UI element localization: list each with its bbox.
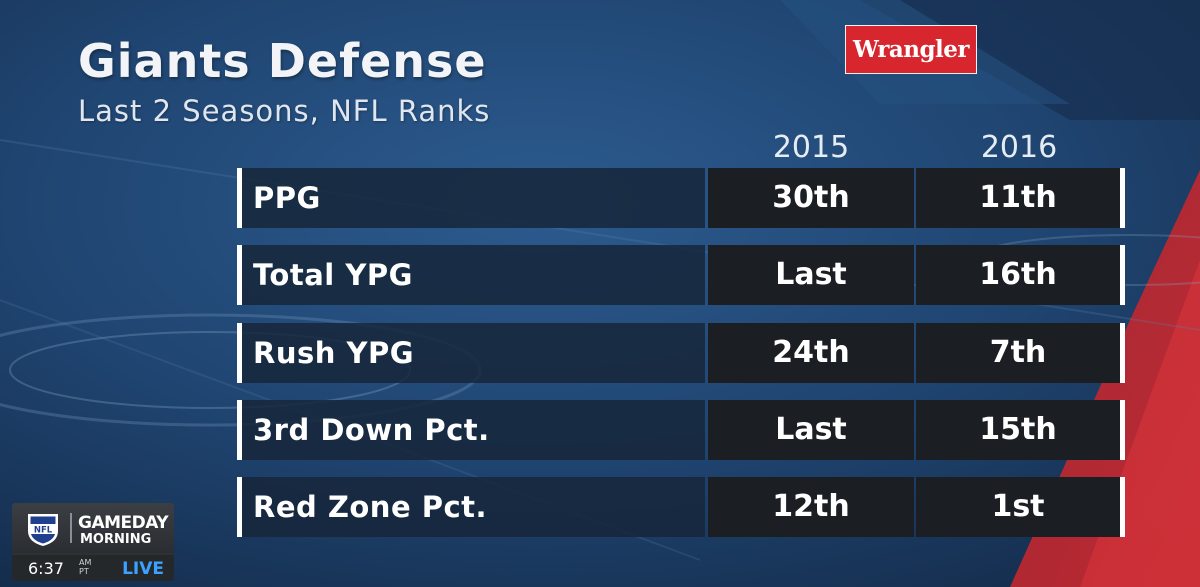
rank-2015: 24th: [708, 323, 914, 383]
network-bug: NFL GAMEDAY MORNING 6:37 AM PT LIVE: [12, 503, 174, 581]
stat-row-red-zone-pct: Red Zone Pct. 12th 1st: [237, 477, 1125, 537]
bug-footer: 6:37 AM PT LIVE: [12, 555, 174, 581]
stat-label: Rush YPG: [237, 323, 705, 383]
rank-2015: Last: [708, 400, 914, 460]
rank-2016: 15th: [916, 400, 1125, 460]
nfl-shield-icon: NFL: [28, 514, 58, 546]
stat-label: Total YPG: [237, 245, 705, 305]
rank-2015: Last: [708, 245, 914, 305]
bug-header: NFL GAMEDAY MORNING: [12, 503, 174, 553]
show-title-line2: MORNING: [80, 532, 152, 547]
graphic-title: Giants Defense: [78, 34, 487, 88]
column-header-2016: 2016: [980, 130, 1058, 165]
graphic-subtitle: Last 2 Seasons, NFL Ranks: [78, 94, 491, 128]
column-header-2015: 2015: [772, 130, 850, 165]
rank-2016: 1st: [916, 477, 1125, 537]
stat-row-3rd-down-pct: 3rd Down Pct. Last 15th: [237, 400, 1125, 460]
clock-meridiem: AM PT: [79, 558, 91, 576]
stat-label: PPG: [237, 168, 705, 228]
show-title-line1: GAMEDAY: [78, 513, 169, 533]
clock-am: AM: [79, 558, 92, 567]
rank-2016: 11th: [916, 168, 1125, 228]
clock-timezone: PT: [79, 567, 89, 576]
stat-row-total-ypg: Total YPG Last 16th: [237, 245, 1125, 305]
clock-time: 6:37: [28, 559, 64, 578]
live-badge: LIVE: [122, 559, 164, 579]
sponsor-logo: Wrangler: [845, 25, 977, 74]
rank-2016: 16th: [916, 245, 1125, 305]
stat-label: 3rd Down Pct.: [237, 400, 705, 460]
nfl-shield-text: NFL: [34, 526, 53, 536]
rank-2015: 12th: [708, 477, 914, 537]
stat-row-rush-ypg: Rush YPG 24th 7th: [237, 323, 1125, 383]
rank-2016: 7th: [916, 323, 1125, 383]
stat-label: Red Zone Pct.: [237, 477, 705, 537]
rank-2015: 30th: [708, 168, 914, 228]
bug-divider: [70, 513, 72, 543]
stat-row-ppg: PPG 30th 11th: [237, 168, 1125, 228]
